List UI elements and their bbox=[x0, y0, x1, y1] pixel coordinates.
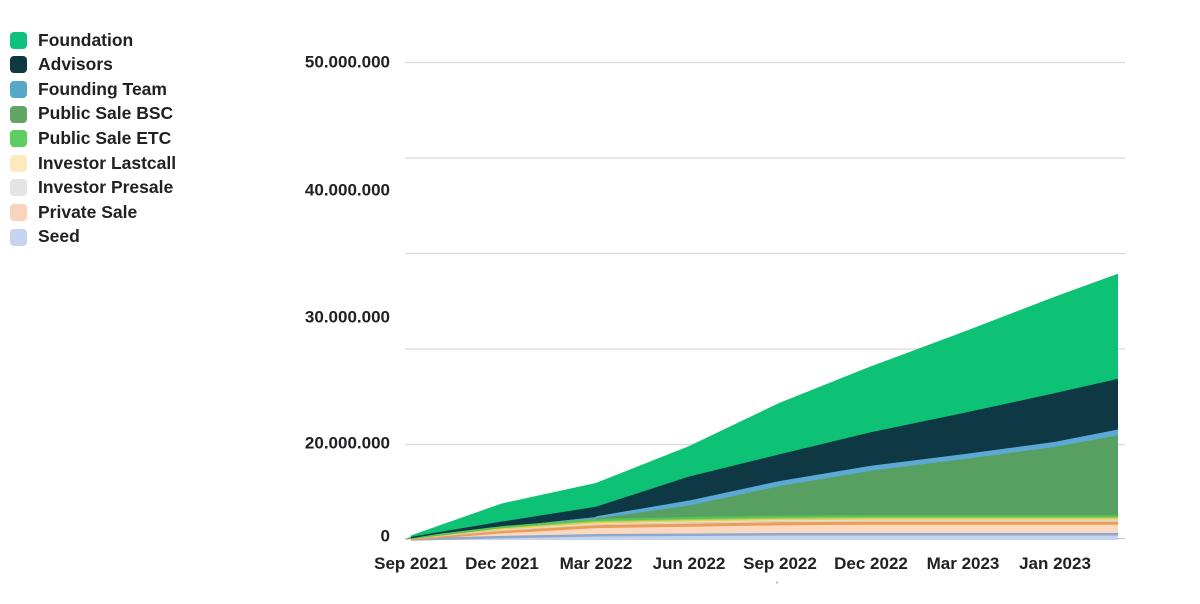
y-tick-label: 30.000.000 bbox=[304, 307, 390, 327]
legend-swatch-icon bbox=[10, 31, 27, 49]
legend-item-foundation: Foundation bbox=[10, 28, 176, 53]
legend-item-investor-presale: Investor Presale bbox=[10, 176, 176, 201]
x-tick-label: Dec 2022 bbox=[834, 554, 908, 573]
x-tick-label: Sep 2021 bbox=[374, 554, 448, 573]
legend-item-label: Founding Team bbox=[38, 78, 167, 99]
legend-item-label: Public Sale BSC bbox=[38, 103, 174, 124]
x-tick-label: Mar 2023 bbox=[926, 554, 1000, 573]
edge-investor-presale bbox=[410, 520, 1118, 540]
legend-swatch-icon bbox=[10, 203, 27, 221]
speck-artifact bbox=[775, 581, 779, 584]
x-tick-label: Jun 2022 bbox=[652, 554, 726, 573]
legend-swatch-icon bbox=[10, 56, 27, 74]
legend-item-label: Advisors bbox=[38, 54, 113, 75]
legend-swatch-icon bbox=[10, 80, 27, 98]
x-tick-label: Jan 2023 bbox=[1019, 554, 1091, 573]
y-tick-label: 40.000.000 bbox=[304, 180, 390, 200]
x-tick-label: Mar 2022 bbox=[559, 554, 633, 573]
legend-swatch-icon bbox=[10, 130, 27, 148]
legend-item-label: Public Sale ETC bbox=[38, 127, 172, 148]
legend-item-seed: Seed bbox=[10, 225, 176, 250]
edge-founding-team bbox=[595, 429, 1119, 518]
legend-item-public-sale-etc: Public Sale ETC bbox=[10, 126, 176, 151]
legend-swatch-icon bbox=[10, 105, 27, 123]
legend-item-private-sale: Private Sale bbox=[10, 200, 176, 225]
edge-investor-lastcall bbox=[410, 518, 1118, 540]
edge-advisors bbox=[410, 378, 1119, 539]
y-tick-label: 0 bbox=[380, 526, 390, 546]
edge-public-sale-bsc bbox=[595, 435, 1119, 520]
legend-item-advisors: Advisors bbox=[10, 53, 176, 78]
area-public-sale-etc bbox=[405, 516, 1118, 540]
legend-item-investor-lastcall: Investor Lastcall bbox=[10, 151, 176, 176]
edge-public-sale-etc bbox=[410, 515, 1118, 540]
legend-item-label: Foundation bbox=[38, 29, 134, 50]
legend-item-public-sale-bsc: Public Sale BSC bbox=[10, 102, 176, 127]
legend-item-label: Seed bbox=[38, 226, 80, 247]
y-tick-label: 20.000.000 bbox=[304, 433, 390, 453]
legend-item-founding-team: Founding Team bbox=[10, 77, 176, 102]
legend-item-label: Investor Lastcall bbox=[38, 152, 177, 173]
x-tick-label: Sep 2022 bbox=[743, 554, 817, 573]
edge-private-sale bbox=[410, 521, 1118, 541]
legend-item-label: Private Sale bbox=[38, 201, 138, 222]
legend-swatch-icon bbox=[10, 154, 27, 172]
legend-item-label: Investor Presale bbox=[38, 177, 174, 198]
x-tick-label: Dec 2021 bbox=[465, 554, 539, 573]
area-public-sale-bsc bbox=[405, 435, 1118, 540]
edge-foundation bbox=[410, 273, 1119, 537]
legend-swatch-icon bbox=[10, 179, 27, 197]
legend-swatch-icon bbox=[10, 228, 27, 246]
edge-seed bbox=[410, 533, 1118, 541]
y-tick-label: 50.000.000 bbox=[304, 52, 390, 72]
chart-legend: Foundation Advisors Founding Team Public Sa… bbox=[10, 28, 176, 249]
